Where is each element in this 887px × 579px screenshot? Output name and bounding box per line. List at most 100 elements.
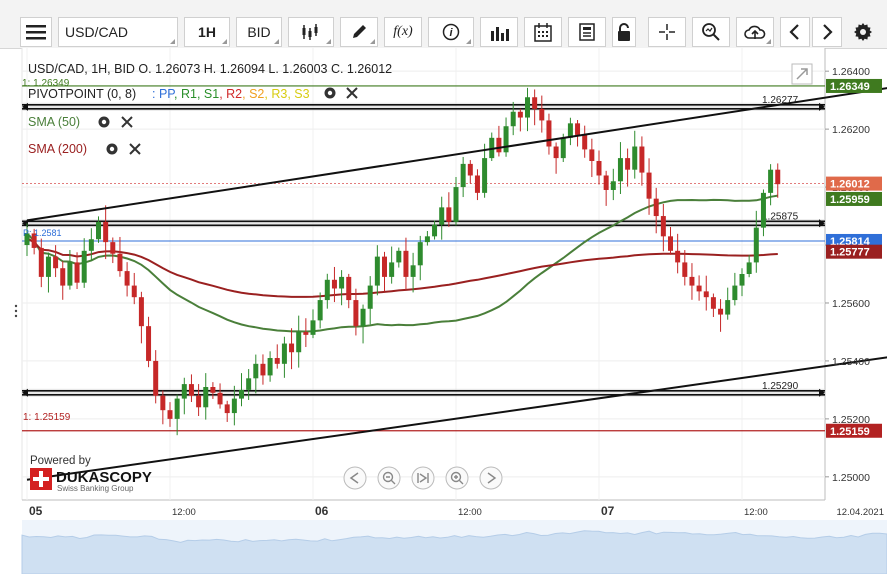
y-tick-label: 1.25000 xyxy=(832,472,870,484)
candle xyxy=(453,177,459,226)
candle xyxy=(768,164,774,206)
candle xyxy=(224,400,230,422)
candle-body xyxy=(432,224,438,237)
candle-body xyxy=(117,253,123,272)
news-icon[interactable] xyxy=(568,17,606,47)
gear-icon[interactable] xyxy=(848,17,878,47)
calendar-icon[interactable] xyxy=(524,17,562,47)
candle xyxy=(596,150,602,185)
candle xyxy=(274,344,280,369)
candle-body xyxy=(160,395,166,411)
drag-handle-icon[interactable] xyxy=(14,304,18,318)
candle xyxy=(467,160,473,184)
volume-bars-icon[interactable] xyxy=(480,17,518,47)
candle xyxy=(496,125,502,157)
pivot-item-pp: : PP xyxy=(152,87,175,101)
pivot-item-r1: , R1 xyxy=(174,87,197,101)
symbol-selector[interactable]: USD/CAD xyxy=(58,17,178,47)
price-tag-bg xyxy=(826,244,882,259)
candle xyxy=(589,138,595,178)
pencil-icon[interactable] xyxy=(340,17,378,47)
scroll-left-icon[interactable] xyxy=(343,466,367,490)
candle xyxy=(775,163,781,198)
zoom-out-icon[interactable] xyxy=(377,466,401,490)
sma200-close-icon[interactable] xyxy=(129,143,141,155)
fullscreen-icon[interactable] xyxy=(791,63,813,85)
hamburger-menu-icon[interactable] xyxy=(20,17,52,47)
price-tag-bg xyxy=(826,78,882,93)
candle-body xyxy=(81,250,87,283)
fx-icon[interactable]: f(x) xyxy=(384,17,422,47)
candle xyxy=(210,382,216,399)
pivot-gear-icon[interactable] xyxy=(324,87,336,99)
fit-icon[interactable] xyxy=(411,466,435,490)
price-tag-label: 1.26349 xyxy=(830,81,870,93)
candle-body xyxy=(439,207,445,225)
trendlines[interactable] xyxy=(26,48,887,481)
pivot-item-s3: , S3 xyxy=(287,87,309,101)
zoom-in-icon[interactable] xyxy=(445,466,469,490)
sma50-line xyxy=(26,194,778,333)
candle xyxy=(196,384,202,416)
candle-body xyxy=(67,262,73,286)
candle-body xyxy=(267,358,273,376)
pivot-close-icon[interactable] xyxy=(346,87,358,99)
crosshair-icon[interactable] xyxy=(648,17,686,47)
candle-body xyxy=(260,363,266,376)
candle xyxy=(153,350,159,404)
candle-body xyxy=(110,242,116,254)
toolbar: USD/CAD 1H BID f(x) i xyxy=(0,0,887,49)
candle-body xyxy=(746,262,752,274)
price-tag: 1.26349 xyxy=(826,78,882,93)
powered-by-text: Powered by xyxy=(30,455,91,467)
cloud-upload-icon[interactable] xyxy=(736,17,774,47)
candle xyxy=(281,336,287,378)
lock-icon[interactable] xyxy=(612,17,636,47)
candle-body xyxy=(45,256,51,277)
y-tick-label: 1.25600 xyxy=(832,298,870,310)
sma50-gear-icon[interactable] xyxy=(98,116,110,128)
candle xyxy=(553,142,559,174)
candle-body xyxy=(124,271,130,286)
candle-body xyxy=(632,146,638,170)
candle-body xyxy=(775,169,781,185)
sma50-close-icon[interactable] xyxy=(121,116,133,128)
candle-body xyxy=(446,207,452,222)
candle-body xyxy=(567,123,573,138)
level-label: 1.25875 xyxy=(762,211,799,222)
candle-body xyxy=(503,126,509,153)
candle-body xyxy=(74,262,80,283)
candle-body xyxy=(424,236,430,243)
trendline[interactable] xyxy=(26,48,887,222)
sma200-gear-icon[interactable] xyxy=(106,143,118,155)
chevron-left-icon[interactable] xyxy=(780,17,810,47)
scroll-right-icon[interactable] xyxy=(479,466,503,490)
candle-body xyxy=(96,221,101,240)
price-side-selector[interactable]: BID xyxy=(236,17,282,47)
trendline[interactable] xyxy=(26,251,887,481)
candlestick-type-icon[interactable] xyxy=(288,17,334,47)
candle xyxy=(60,261,66,300)
price-tag: 1.26012 xyxy=(826,176,882,191)
candle-body xyxy=(53,256,59,269)
x-tick-label: 05 xyxy=(29,504,43,518)
candle-body xyxy=(739,274,745,286)
candle-body xyxy=(589,149,595,161)
candle xyxy=(217,383,223,409)
horizontal-levels[interactable]: 1.26277 1.25875 1.25290 xyxy=(22,85,825,432)
x-tick-label: 06 xyxy=(315,504,329,518)
candle-body xyxy=(346,276,352,301)
candle-body xyxy=(646,172,652,199)
zoom-icon[interactable] xyxy=(692,17,730,47)
chart-area[interactable]: 1.26277 1.25875 1.25290 1.25000 1.25200 1.25… xyxy=(0,48,887,575)
candle-body xyxy=(24,233,30,246)
candle-body xyxy=(668,236,673,251)
candle xyxy=(103,205,109,260)
candle xyxy=(160,390,166,425)
candle xyxy=(575,120,581,147)
timeframe-selector[interactable]: 1H xyxy=(184,17,230,47)
candle xyxy=(517,108,523,132)
chevron-right-icon[interactable] xyxy=(812,17,842,47)
info-icon[interactable]: i xyxy=(428,17,474,47)
